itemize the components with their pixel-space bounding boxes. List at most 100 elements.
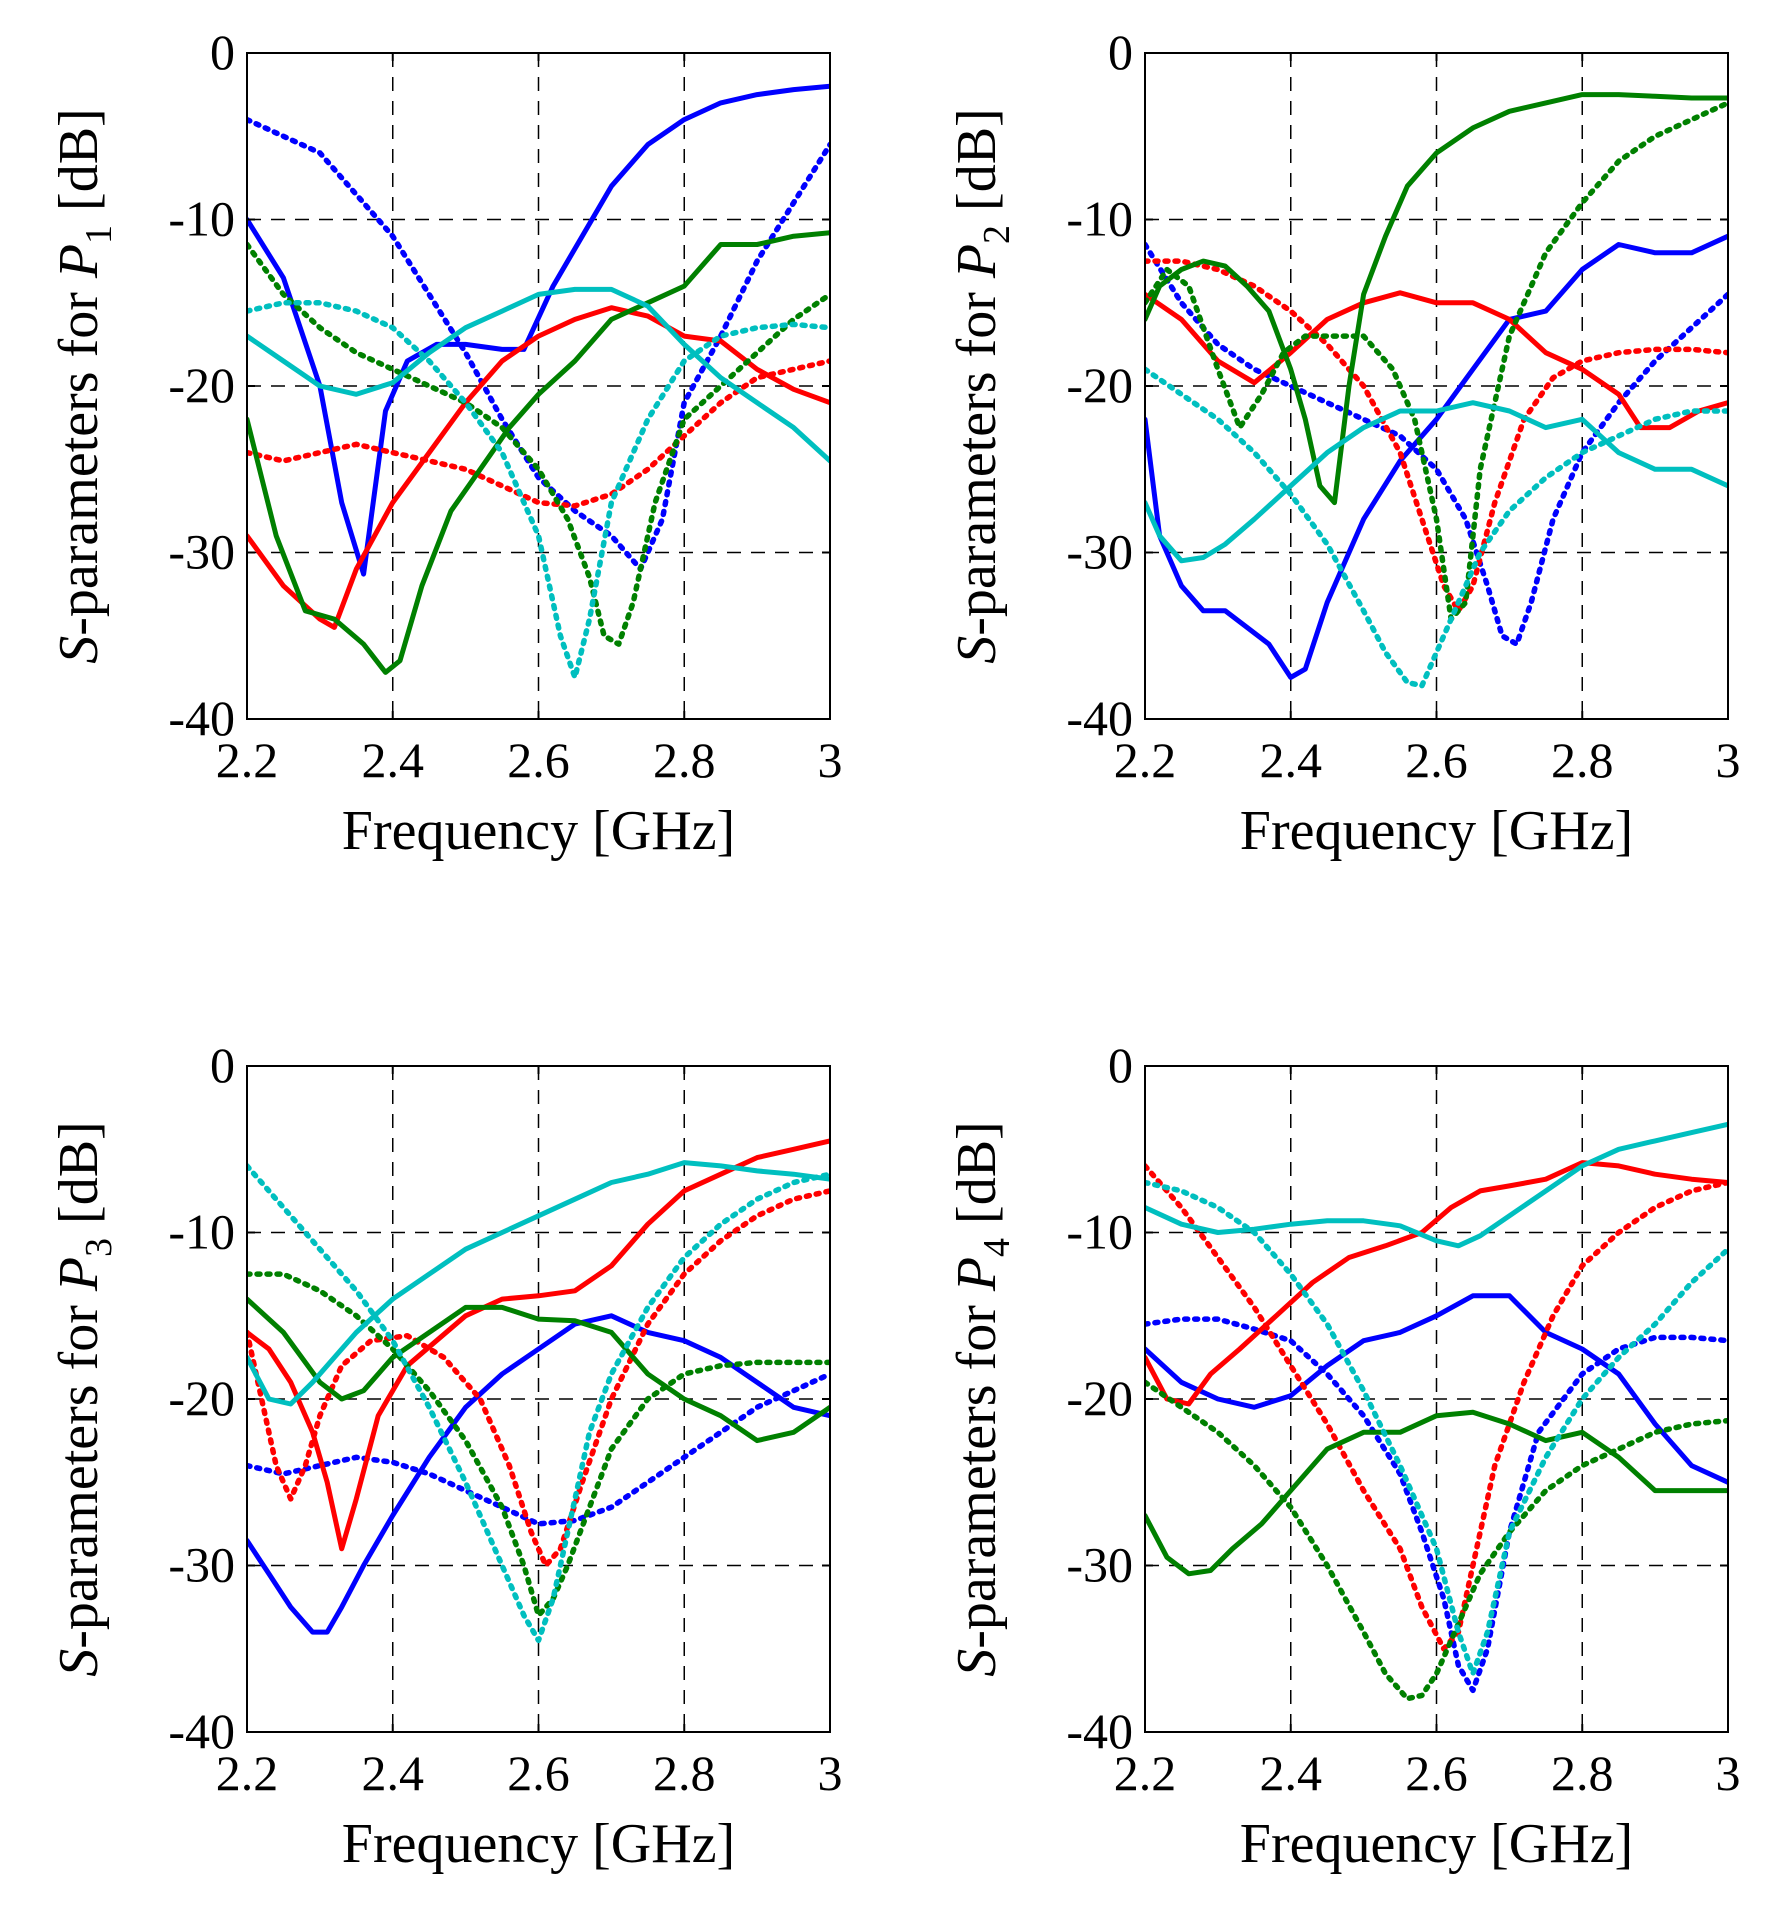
x-tick-label: 2.6	[507, 732, 570, 788]
y-label-unit: [dB]	[946, 108, 1008, 225]
series-red-dotted	[247, 358, 830, 509]
x-tick-label: 2.6	[507, 1745, 570, 1801]
y-tick-label: -40	[1066, 690, 1133, 746]
series-red-solid	[247, 305, 830, 630]
series-green-solid	[1145, 92, 1728, 506]
x-tick-label: 2.4	[1260, 1745, 1323, 1801]
y-tick-label: 0	[1108, 1037, 1133, 1093]
y-label-sub: 2	[976, 225, 1018, 244]
series-cyan-dotted	[1145, 366, 1728, 689]
y-tick-label: 0	[1108, 24, 1133, 80]
x-tick-label: 2.2	[216, 732, 279, 788]
series-blue-dotted	[247, 116, 830, 572]
y-label-p: P	[48, 244, 110, 279]
y-label-mid: -parameters for	[946, 278, 1008, 636]
x-axis-label: Frequency [GHz]	[342, 800, 735, 862]
series-red-solid	[1145, 290, 1728, 431]
series-cyan-solid	[247, 286, 830, 464]
series-red-solid	[247, 1138, 830, 1552]
x-tick-label: 2.8	[1551, 732, 1614, 788]
y-label-unit: [dB]	[946, 1121, 1008, 1238]
series-blue-dotted	[1145, 241, 1728, 647]
x-tick-label: 3	[1716, 1745, 1741, 1801]
y-tick-label: -30	[1066, 524, 1133, 580]
y-tick-label: -20	[168, 357, 235, 413]
series-cyan-dotted	[247, 1163, 830, 1644]
x-axis-label: Frequency [GHz]	[1240, 1813, 1633, 1875]
chart-panel-p2: 2.2 2.4 2.6 2.8 3 0 -10 -20 -30 -40 Frequency [GHz…	[946, 24, 1741, 862]
series-red-dotted	[1145, 258, 1728, 614]
series-green-solid	[247, 230, 830, 675]
y-tick-label: -30	[168, 524, 235, 580]
chart-panel-p4: 2.2 2.4 2.6 2.8 3 0 -10 -20 -30 -40 Frequency [GHz…	[946, 1037, 1741, 1875]
y-axis-label: S-parameters for P4 [dB]	[946, 1121, 1018, 1676]
chart-panel-p3: 2.2 2.4 2.6 2.8 3 0 -10 -20 -30 -40 Frequency [GHz…	[48, 1037, 843, 1875]
y-tick-label: -10	[1066, 191, 1133, 247]
x-tick-label: 2.2	[1114, 732, 1177, 788]
y-label-s: S	[48, 636, 110, 664]
y-tick-label: -10	[1066, 1204, 1133, 1260]
y-axis-label: S-parameters for P3 [dB]	[48, 1121, 120, 1676]
x-tick-label: 2.6	[1405, 1745, 1468, 1801]
series-cyan-dotted	[247, 300, 830, 681]
y-tick-label: -30	[168, 1537, 235, 1593]
y-axis-label: S-parameters for P1 [dB]	[48, 108, 120, 663]
series-cyan-dotted	[1145, 1179, 1728, 1677]
series-cyan-solid	[1145, 400, 1728, 564]
x-axis-label: Frequency [GHz]	[1240, 800, 1633, 862]
y-tick-label: 0	[210, 1037, 235, 1093]
y-tick-label: 0	[210, 24, 235, 80]
x-tick-label: 2.2	[216, 1745, 279, 1801]
y-label-mid: -parameters for	[946, 1291, 1008, 1649]
series-green-solid	[1145, 1409, 1728, 1577]
series-green-dotted	[247, 241, 830, 647]
series-green-dotted	[247, 1271, 830, 1619]
y-tick-label: -10	[168, 1204, 235, 1260]
y-axis-label: S-parameters for P2 [dB]	[946, 108, 1018, 663]
y-label-s: S	[946, 636, 1008, 664]
series-red-dotted	[247, 1188, 830, 1569]
y-tick-label: -20	[168, 1370, 235, 1426]
x-tick-label: 2.8	[653, 732, 716, 788]
y-label-p: P	[48, 1257, 110, 1292]
series-cyan-solid	[247, 1160, 830, 1407]
x-tick-label: 3	[818, 732, 843, 788]
y-label-mid: -parameters for	[48, 278, 110, 636]
x-tick-label: 2.4	[1260, 732, 1323, 788]
x-tick-label: 2.8	[1551, 1745, 1614, 1801]
y-label-sub: 3	[78, 1238, 120, 1257]
y-label-p: P	[946, 244, 1008, 279]
series-green-solid	[247, 1296, 830, 1444]
x-tick-label: 2.8	[653, 1745, 716, 1801]
y-label-s: S	[946, 1649, 1008, 1677]
series-green-dotted	[1145, 1379, 1728, 1702]
x-axis-label: Frequency [GHz]	[342, 1813, 735, 1875]
x-tick-label: 2.2	[1114, 1745, 1177, 1801]
y-tick-label: -40	[1066, 1703, 1133, 1759]
y-label-unit: [dB]	[48, 1121, 110, 1238]
series-blue-solid	[1145, 233, 1728, 680]
y-label-p: P	[946, 1257, 1008, 1292]
series-blue-solid	[247, 1313, 830, 1635]
x-tick-label: 3	[1716, 732, 1741, 788]
y-label-s: S	[48, 1649, 110, 1677]
y-label-unit: [dB]	[48, 108, 110, 225]
y-label-mid: -parameters for	[48, 1291, 110, 1649]
series-green-dotted	[1145, 100, 1728, 622]
y-label-sub: 4	[976, 1238, 1018, 1257]
y-tick-label: -40	[168, 690, 235, 746]
chart-panel-p1: 2.2 2.4 2.6 2.8 3 0 -10 -20 -30 -40 Frequency [GHz…	[48, 24, 843, 862]
y-tick-label: -30	[1066, 1537, 1133, 1593]
series-blue-solid	[247, 83, 830, 577]
y-label-sub: 1	[78, 225, 120, 244]
y-tick-label: -10	[168, 191, 235, 247]
y-tick-label: -40	[168, 1703, 235, 1759]
y-tick-label: -20	[1066, 357, 1133, 413]
x-tick-label: 2.4	[362, 732, 425, 788]
x-tick-label: 2.6	[1405, 732, 1468, 788]
series-blue-solid	[1145, 1293, 1728, 1485]
y-tick-label: -20	[1066, 1370, 1133, 1426]
x-tick-label: 2.4	[362, 1745, 425, 1801]
x-tick-label: 3	[818, 1745, 843, 1801]
